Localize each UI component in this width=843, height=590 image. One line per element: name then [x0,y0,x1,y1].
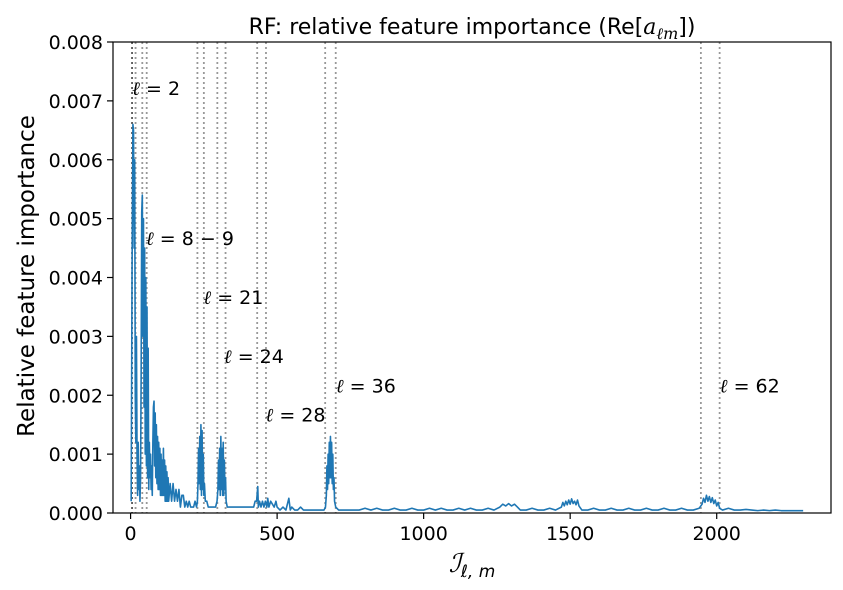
series-line-0 [130,123,804,512]
chart-title-sub: ℓm [656,24,678,43]
axes: 0.000 0.001 0.002 0.003 0.004 0.005 0.006 0.007… [49,32,832,545]
y-tick-label-0: 0.000 [49,503,103,525]
annotation-2: ℓ = 21 [203,287,263,309]
series-group [130,123,804,512]
y-axis-label: Relative feature importance [14,115,40,437]
x-tick-label-4: 2000 [693,523,741,545]
annotation-0: ℓ = 2 [132,78,180,100]
x-axis-label-sub: ℓ, m [460,562,495,582]
annotation-4: ℓ = 28 [265,405,325,427]
x-tick-label-1: 500 [259,523,295,545]
y-tick-label-6: 0.006 [49,150,103,172]
annotation-6: ℓ = 62 [720,375,780,397]
y-tick-label-2: 0.002 [49,385,103,407]
annotation-3: ℓ = 24 [224,346,284,368]
chart-title-var: a [643,15,656,40]
annotation-1: ℓ = 8 − 9 [146,228,234,250]
annotation-5: ℓ = 36 [336,375,396,397]
y-tick-label-1: 0.001 [49,444,103,466]
x-tick-label-2: 1000 [399,523,447,545]
y-tick-label-8: 0.008 [49,32,103,54]
chart-title: RF: relative feature importance (Re[aℓm]… [249,15,696,43]
annotations: ℓ = 2 ℓ = 8 − 9 ℓ = 21 ℓ = 24 ℓ = 28 ℓ = 36 ℓ … [132,78,780,427]
y-tick-label-4: 0.004 [49,268,103,290]
y-tick-label-7: 0.007 [49,91,103,113]
x-tick-label-3: 1500 [546,523,594,545]
y-tick-label-3: 0.003 [49,326,103,348]
x-tick-label-0: 0 [125,523,137,545]
y-tick-label-5: 0.005 [49,209,103,231]
x-axis-label: ℐℓ, m [449,549,496,582]
